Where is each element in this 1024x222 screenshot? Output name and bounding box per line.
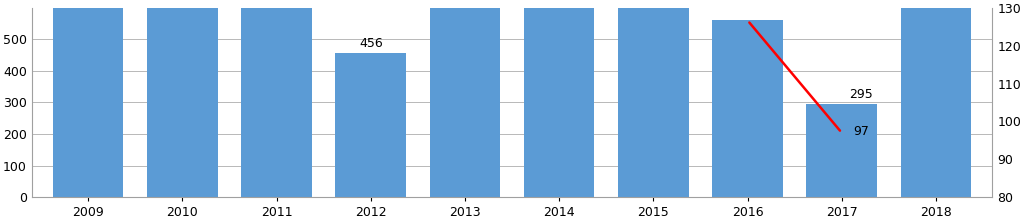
Bar bbox=[147, 2, 218, 197]
Bar bbox=[618, 2, 689, 197]
Text: 295: 295 bbox=[849, 88, 873, 101]
Text: 97: 97 bbox=[853, 125, 869, 138]
Bar bbox=[807, 104, 878, 197]
Bar bbox=[713, 20, 783, 197]
Bar bbox=[242, 2, 312, 197]
Bar bbox=[901, 2, 972, 197]
Bar bbox=[430, 2, 501, 197]
Bar bbox=[53, 2, 124, 197]
Bar bbox=[524, 2, 595, 197]
Bar bbox=[336, 53, 407, 197]
Text: 456: 456 bbox=[358, 37, 383, 50]
